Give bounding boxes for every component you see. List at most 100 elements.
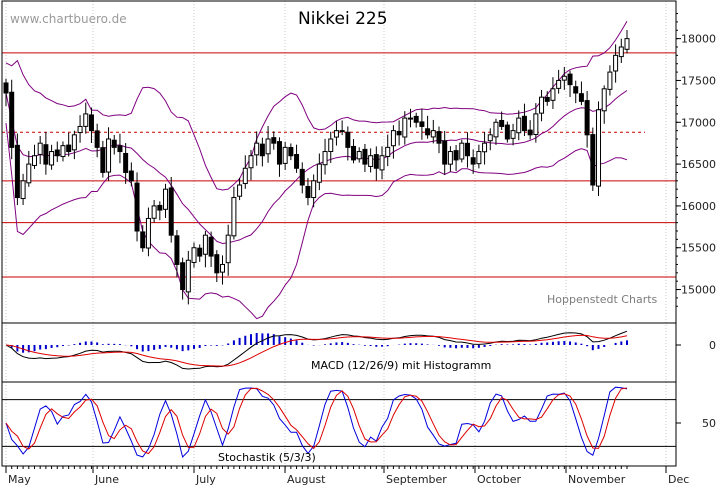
- candle: [94, 123, 100, 158]
- candle-body: [83, 113, 89, 127]
- candle: [157, 201, 163, 221]
- candle: [26, 150, 32, 187]
- candle: [607, 65, 613, 96]
- candle-body: [191, 247, 197, 263]
- candle: [362, 143, 368, 173]
- stochastic-k-line: [5, 386, 628, 458]
- candle: [613, 44, 619, 83]
- candle: [596, 101, 602, 197]
- candle: [71, 130, 77, 160]
- candle-body: [504, 124, 510, 140]
- candle: [37, 135, 43, 165]
- candle: [254, 131, 260, 166]
- candle-body: [231, 197, 237, 237]
- bollinger-bands: [5, 20, 628, 320]
- candle-body: [128, 170, 134, 182]
- candle: [408, 108, 414, 128]
- candle: [333, 121, 339, 146]
- candle: [567, 70, 573, 98]
- candle: [385, 134, 391, 167]
- candle: [180, 257, 186, 300]
- vertical-grid: [5, 1, 667, 466]
- x-tick-label: July: [195, 473, 216, 486]
- candle: [413, 112, 419, 128]
- candle-body: [624, 38, 630, 50]
- candle-body: [459, 142, 465, 160]
- candle-body: [425, 128, 431, 136]
- candle: [191, 242, 197, 268]
- candle: [464, 132, 470, 168]
- candle-body: [214, 254, 220, 274]
- candle-body: [151, 205, 157, 219]
- candle-body: [533, 113, 539, 135]
- candle-body: [111, 139, 117, 148]
- candle: [624, 29, 630, 54]
- candle-body: [106, 138, 112, 173]
- candle-body: [3, 82, 9, 94]
- candle-body: [521, 115, 527, 132]
- candle-body: [265, 138, 271, 155]
- candle: [561, 66, 567, 90]
- candle: [14, 133, 20, 206]
- candle: [117, 133, 123, 164]
- candle-body: [550, 88, 556, 101]
- candle-body: [607, 71, 613, 90]
- bollinger-lower: [5, 123, 628, 320]
- x-tick-label: May: [8, 473, 31, 486]
- candle: [60, 141, 66, 162]
- x-tick-label: August: [287, 473, 326, 486]
- candle: [430, 119, 436, 144]
- x-axis: May June July August September October Novembe…: [5, 466, 689, 486]
- candle-body: [77, 125, 83, 134]
- candle-body: [482, 142, 488, 153]
- candle: [396, 120, 402, 146]
- candle: [163, 183, 169, 218]
- candle: [311, 174, 317, 208]
- candle: [493, 118, 499, 145]
- candle: [556, 69, 562, 94]
- candle: [77, 115, 83, 143]
- candle: [544, 91, 550, 106]
- candle-body: [516, 117, 522, 134]
- candle-body: [345, 131, 351, 148]
- candle-body: [584, 100, 590, 136]
- candle-body: [339, 130, 345, 133]
- candle-body: [197, 247, 203, 257]
- candle: [550, 77, 556, 109]
- candle-body: [294, 154, 300, 169]
- candle-body: [368, 155, 374, 167]
- candle: [453, 145, 459, 171]
- candle-body: [94, 130, 100, 148]
- stochastic-d-line: [5, 387, 628, 455]
- candle: [271, 131, 277, 150]
- candle: [447, 146, 453, 172]
- candle-body: [242, 167, 248, 185]
- candle-body: [499, 119, 505, 127]
- candle: [288, 143, 294, 161]
- candle-body: [157, 204, 163, 211]
- candle-body: [163, 188, 169, 210]
- candle-body: [430, 130, 436, 138]
- candle-body: [208, 236, 214, 257]
- candle-body: [43, 144, 49, 165]
- candle: [20, 173, 26, 205]
- candle: [368, 148, 374, 173]
- candle: [219, 255, 225, 285]
- candle: [54, 141, 60, 162]
- candle: [351, 139, 357, 164]
- candle-body: [544, 96, 550, 102]
- candle: [470, 149, 476, 174]
- candle: [305, 178, 311, 206]
- candle-body: [613, 54, 619, 72]
- candle: [197, 244, 203, 262]
- candle-body: [123, 152, 129, 173]
- candle-body: [385, 146, 391, 157]
- candle: [539, 89, 545, 122]
- candle: [128, 162, 134, 187]
- candle: [527, 120, 533, 140]
- candle: [282, 141, 288, 170]
- candle: [533, 103, 539, 143]
- x-tick-label: September: [386, 473, 447, 486]
- candle: [419, 108, 425, 140]
- watermark: www.chartbuero.de: [10, 12, 127, 26]
